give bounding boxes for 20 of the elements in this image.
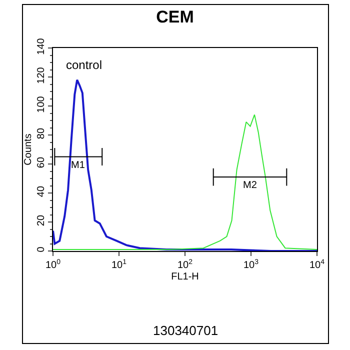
series-label: M2 <box>243 180 258 191</box>
series-label: control <box>66 58 102 72</box>
x-tick-label: 10$^{4}$ <box>309 258 325 271</box>
x-tick-label: 10$^{1}$ <box>111 258 127 271</box>
y-tick-label: 0 <box>36 246 47 252</box>
chart-title: CEM <box>156 7 194 26</box>
y-tick-label: 60 <box>36 156 47 168</box>
y-tick-label: 140 <box>36 38 47 55</box>
x-axis-title: FL1-H <box>171 272 199 282</box>
y-tick-label: 20 <box>36 214 47 226</box>
y-tick-label: 100 <box>36 96 47 113</box>
x-tick-label: 10$^{0}$ <box>45 258 61 271</box>
y-tick-label: 40 <box>36 186 47 198</box>
x-tick-label: 10$^{2}$ <box>177 258 193 271</box>
text: 130340701 <box>153 323 218 338</box>
y-axis-title: Counts <box>23 134 34 166</box>
y-tick-label: 120 <box>36 66 47 84</box>
x-tick-label: 10$^{3}$ <box>243 258 259 271</box>
series-label: M1 <box>71 160 86 171</box>
y-tick-label: 80 <box>36 128 47 140</box>
